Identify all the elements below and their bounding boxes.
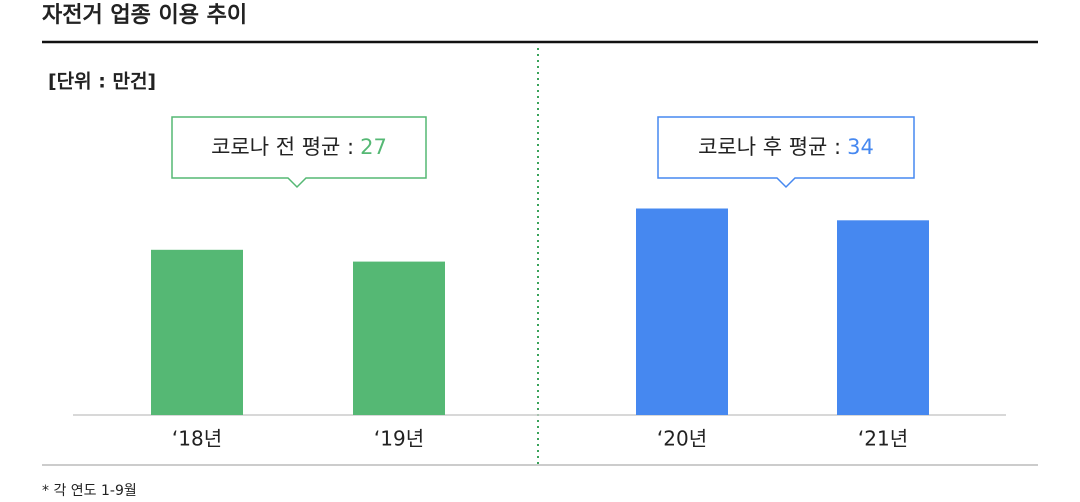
callout-value: 34 (847, 135, 874, 159)
x-tick-label: ‘21년 (858, 427, 908, 451)
x-tick-label: ‘19년 (374, 427, 424, 451)
callout-box (657, 116, 915, 189)
footnote: * 각 연도 1-9월 (42, 483, 137, 499)
unit-label: [단위 : 만건] (48, 71, 156, 93)
x-tick-label: ‘18년 (172, 427, 222, 451)
bar (636, 208, 728, 415)
chart-title: 자전거 업종 이용 추이 (42, 3, 247, 28)
callout-value: 27 (360, 135, 387, 159)
bar (837, 220, 929, 415)
bar (353, 261, 445, 415)
callout-label: 코로나 전 평균 : (211, 135, 354, 159)
callout-text: 코로나 후 평균 :34 (698, 135, 874, 159)
callout-text: 코로나 전 평균 :27 (211, 135, 387, 159)
x-tick-label: ‘20년 (657, 427, 707, 451)
callout-label: 코로나 후 평균 : (698, 135, 841, 159)
bar (151, 249, 243, 415)
callout-box (171, 116, 427, 189)
